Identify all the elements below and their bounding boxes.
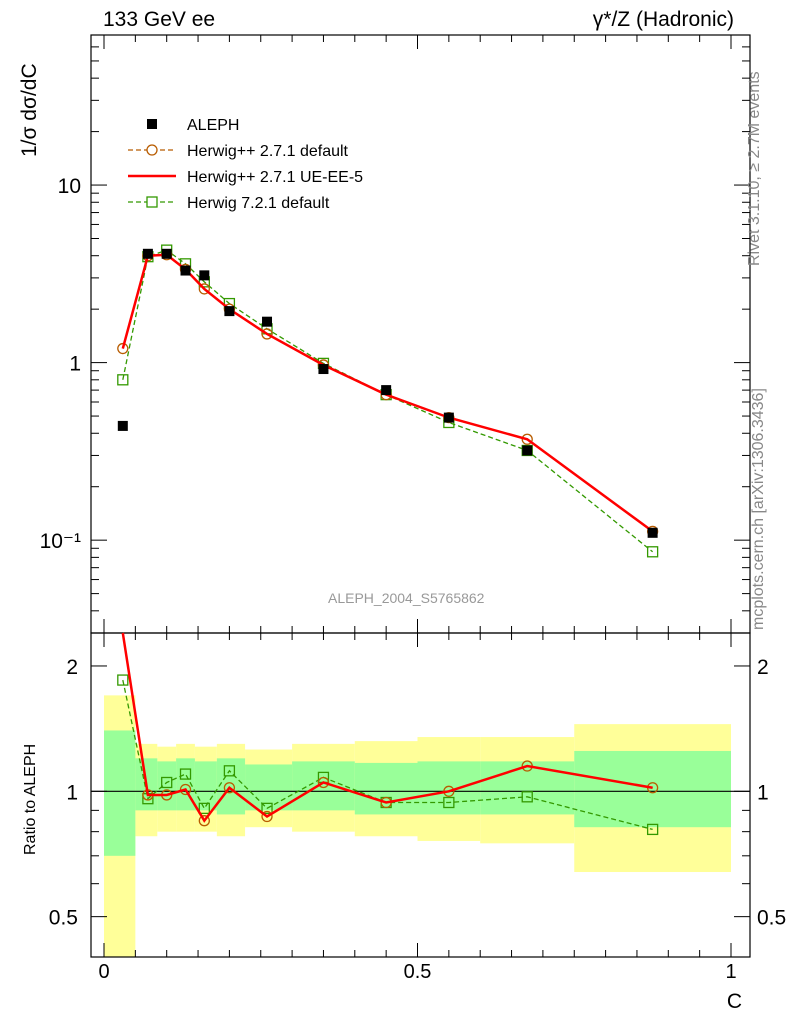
y-tick-label: 10⁻¹ xyxy=(40,530,81,553)
main-plot-series xyxy=(117,244,659,558)
y-tick-label: 1 xyxy=(69,353,81,376)
band-inner xyxy=(104,730,136,856)
ratio-herwig7-marker xyxy=(179,768,192,780)
aleph-data-marker xyxy=(117,420,128,431)
ratio-y-axis-label: Ratio to ALEPH xyxy=(22,743,39,855)
aleph-data-marker xyxy=(647,527,658,538)
legend-entry-label: ALEPH xyxy=(187,117,239,134)
aleph-data-marker xyxy=(161,248,172,259)
aleph-data-marker xyxy=(381,385,392,396)
ratio-herwig7-marker xyxy=(646,823,659,836)
ratio-plot-series xyxy=(117,632,659,836)
rivet-version-label: Rivet 3.1.10, ≥ 2.7M events xyxy=(746,71,763,266)
header-right-label: γ*/Z (Hadronic) xyxy=(592,8,734,31)
herwig-pp-default-marker xyxy=(117,342,129,355)
herwig-pp-default-marker xyxy=(261,328,273,340)
legend-entry-label: Herwig++ 2.7.1 default xyxy=(187,143,349,160)
legend-entry-label: Herwig++ 2.7.1 UE-EE-5 xyxy=(187,169,363,186)
x-tick-label: 0.5 xyxy=(404,961,432,983)
ratio-y-tick-label-right: 1 xyxy=(757,781,769,804)
ratio-herwig7-marker xyxy=(117,674,129,686)
ratio-y-tick-label-right: 0.5 xyxy=(757,907,786,930)
legend: ALEPH Herwig++ 2.7.1 default Herwig++ 2.7.… xyxy=(128,117,363,212)
ratio-herwig7-marker xyxy=(521,791,533,803)
y-tick-label: 10 xyxy=(58,175,81,198)
aleph-data-marker xyxy=(262,316,273,327)
ratio-herwig-pp-default-marker xyxy=(317,776,330,789)
herwig7-line xyxy=(122,249,654,553)
ratio-frame-border xyxy=(90,632,751,958)
legend-entry-label: Herwig 7.2.1 default xyxy=(187,195,330,212)
x-axis-label: C xyxy=(726,990,742,1013)
legend-aleph-marker xyxy=(147,119,157,129)
ratio-herwig-pp-default-marker xyxy=(179,783,192,796)
ratio-herwig7-marker xyxy=(443,796,455,809)
aleph-data-marker xyxy=(199,270,210,281)
ratio-y-tick-label: 0.5 xyxy=(49,907,78,930)
ratio-herwig7-marker xyxy=(223,765,236,777)
band-inner xyxy=(245,764,293,811)
herwig7-marker xyxy=(117,374,129,386)
ratio-herwig7-marker xyxy=(261,802,273,815)
ratio-y-tick-label: 1 xyxy=(66,781,78,804)
x-tick-label: 1 xyxy=(725,961,736,983)
herwig-pp-default-marker xyxy=(198,283,210,295)
aleph-data-marker xyxy=(443,412,454,423)
legend-herwig7-marker xyxy=(146,196,158,208)
band-inner xyxy=(157,761,177,811)
ratio-herwig-pp-default-marker xyxy=(198,815,210,827)
analysis-label: ALEPH_2004_S5765862 xyxy=(328,590,485,606)
band-inner xyxy=(574,750,731,828)
ratio-y-tick-label: 2 xyxy=(66,656,78,679)
ratio-herwig-pp-ue-line xyxy=(121,632,653,823)
header-left-label: 133 GeV ee xyxy=(103,8,216,31)
aleph-data-marker xyxy=(522,445,533,456)
mcplots-label: mcplots.cern.ch [arXiv:1306.3436] xyxy=(750,388,767,630)
ratio-herwig7-marker xyxy=(198,802,210,815)
aleph-data-marker xyxy=(142,248,153,259)
band-inner xyxy=(216,758,246,815)
band-inner xyxy=(354,762,418,815)
band-inner xyxy=(417,761,481,815)
herwig-pp-default-marker xyxy=(521,433,533,445)
ratio-herwig7-marker xyxy=(161,776,173,789)
ratio-herwig-pp-default-marker xyxy=(223,782,236,794)
legend-herwig-pp-default-marker xyxy=(146,144,158,156)
band-inner xyxy=(292,761,355,811)
ratio-uncertainty-bands xyxy=(104,695,731,957)
ratio-plot-frame: 0 0.5 1 0.5 0.5 1 1 2 2 xyxy=(49,632,786,983)
aleph-data-marker xyxy=(318,364,329,375)
band-inner xyxy=(480,761,575,815)
aleph-data-marker xyxy=(224,306,235,317)
ratio-y-tick-label-right: 2 xyxy=(757,656,769,679)
herwig7-marker xyxy=(646,546,659,558)
main-plot-frame: 10⁻¹ 1 10 xyxy=(40,34,751,634)
aleph-data-marker xyxy=(180,265,191,276)
ratio-herwig-pp-default-marker xyxy=(261,810,273,823)
x-tick-label: 0 xyxy=(98,961,109,983)
main-y-axis-label: 1/σ dσ/dC xyxy=(18,63,41,157)
